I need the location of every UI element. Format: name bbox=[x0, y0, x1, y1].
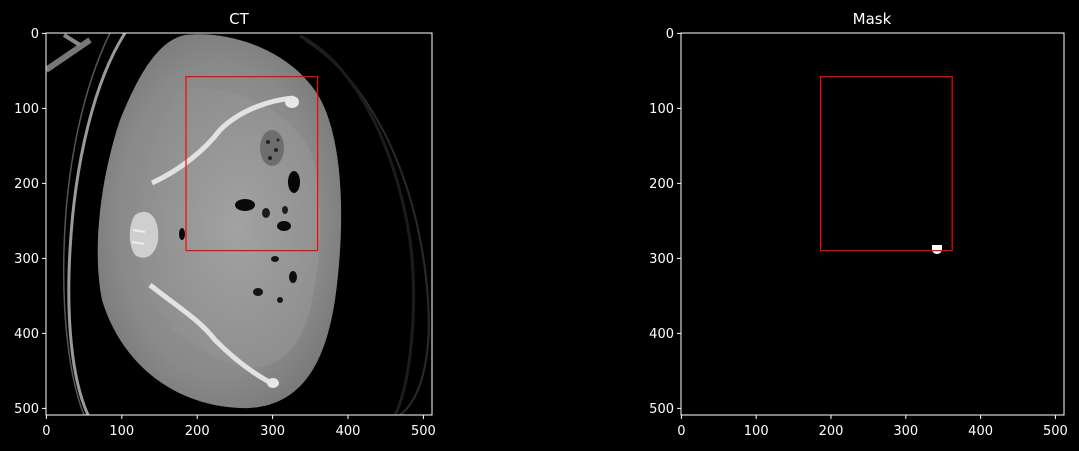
mask-bounding-box bbox=[819, 75, 953, 252]
ct-x-tick-label: 500 bbox=[411, 424, 436, 439]
mask-x-tick-label: 100 bbox=[744, 424, 769, 439]
mask-y-tick-label: 400 bbox=[649, 327, 674, 342]
mask-x-ticks: 0 100 200 300 400 500 bbox=[677, 415, 1068, 439]
mask-title: Mask bbox=[853, 10, 892, 28]
ct-y-tick-label: 100 bbox=[14, 102, 39, 117]
mask-x-tick-label: 400 bbox=[968, 424, 993, 439]
ct-y-tick-label: 200 bbox=[14, 177, 39, 192]
mask-axes-frame bbox=[680, 32, 1065, 416]
ct-x-tick-label: 200 bbox=[185, 424, 210, 439]
ct-x-tick-label: 400 bbox=[336, 424, 361, 439]
ct-y-tick-label: 300 bbox=[14, 252, 39, 267]
mask-x-tick-label: 500 bbox=[1043, 424, 1068, 439]
mask-y-tick-label: 0 bbox=[666, 27, 674, 42]
mask-y-tick-label: 100 bbox=[649, 102, 674, 117]
ct-x-ticks: 0 100 200 300 400 500 bbox=[42, 415, 436, 439]
ct-bounding-box bbox=[185, 75, 319, 252]
mask-x-tick-label: 0 bbox=[677, 424, 685, 439]
ct-y-tick-label: 500 bbox=[14, 402, 39, 417]
ct-y-tick-label: 400 bbox=[14, 327, 39, 342]
ct-x-tick-label: 300 bbox=[260, 424, 285, 439]
ct-x-tick-label: 0 bbox=[42, 424, 50, 439]
ct-image bbox=[46, 33, 432, 415]
mask-panel: Mask 0 100 200 300 400 500 bbox=[649, 10, 1068, 439]
mask-y-ticks: 0 100 200 300 400 500 bbox=[649, 27, 681, 417]
ct-title: CT bbox=[229, 10, 249, 28]
ct-x-tick-label: 100 bbox=[109, 424, 134, 439]
mask-y-tick-label: 200 bbox=[649, 177, 674, 192]
mask-y-tick-label: 500 bbox=[649, 402, 674, 417]
ct-axes-frame bbox=[45, 32, 433, 416]
ct-y-tick-label: 0 bbox=[31, 27, 39, 42]
mask-x-tick-label: 300 bbox=[893, 424, 918, 439]
ct-y-ticks: 0 100 200 300 400 500 bbox=[14, 27, 46, 417]
mask-x-tick-label: 200 bbox=[819, 424, 844, 439]
mask-y-tick-label: 300 bbox=[649, 252, 674, 267]
mask-image bbox=[681, 33, 1064, 415]
ct-panel: CT bbox=[14, 10, 436, 439]
